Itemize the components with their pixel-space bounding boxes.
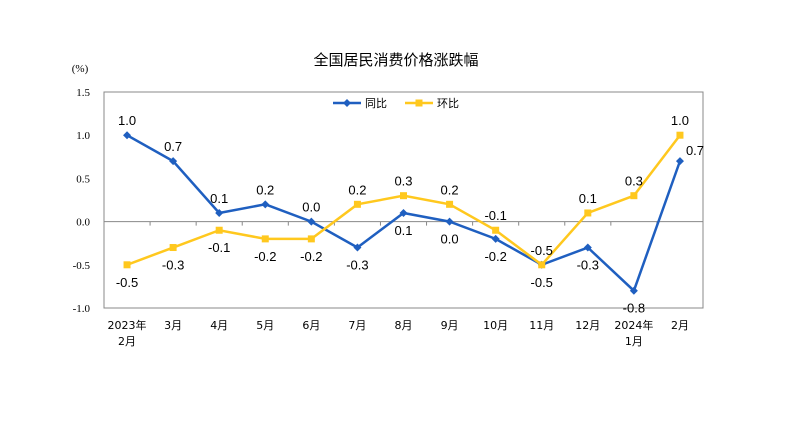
data-label: 0.1 xyxy=(394,223,412,238)
data-label: -0.2 xyxy=(254,249,276,264)
x-tick-label: 2月 xyxy=(671,319,689,332)
data-point xyxy=(583,243,592,252)
data-label: -0.8 xyxy=(623,301,645,316)
x-tick-label: 8月 xyxy=(395,319,413,332)
x-tick-label: 5月 xyxy=(256,319,274,332)
x-tick-label: 10月 xyxy=(483,319,508,332)
data-label: -0.3 xyxy=(346,258,368,273)
data-label: 0.2 xyxy=(256,182,274,197)
data-point xyxy=(492,226,500,234)
data-label: 0.7 xyxy=(164,139,182,154)
x-tick-label: 2024年 xyxy=(614,318,653,332)
x-tick-label: 2023年 xyxy=(108,318,147,332)
y-tick-label: 1.5 xyxy=(76,87,90,99)
data-label: -0.3 xyxy=(577,258,599,273)
y-tick-label: 0.5 xyxy=(76,173,90,185)
data-point xyxy=(630,192,638,200)
x-tick-label: 1月 xyxy=(625,335,643,348)
chart-title: 全国居民消费价格涨跌幅 xyxy=(313,51,478,69)
data-point xyxy=(445,217,454,226)
data-label: -0.5 xyxy=(531,243,553,258)
data-label: 1.0 xyxy=(118,113,136,128)
data-label: -0.3 xyxy=(162,258,184,273)
y-axis-unit: (%) xyxy=(72,63,89,75)
x-tick-label: 2月 xyxy=(118,335,136,348)
data-label: 1.0 xyxy=(671,113,689,128)
data-label: 0.1 xyxy=(579,191,597,206)
data-point xyxy=(491,234,500,243)
y-tick-label: 0.0 xyxy=(76,217,90,229)
data-point xyxy=(353,200,361,208)
data-label: 0.3 xyxy=(625,174,643,189)
data-label: 0.1 xyxy=(210,191,228,206)
legend-label: 环比 xyxy=(437,97,459,110)
data-point xyxy=(400,192,407,200)
y-tick-label: 1.0 xyxy=(76,130,90,142)
data-point xyxy=(676,131,684,139)
data-point xyxy=(399,208,408,217)
x-tick-label: 11月 xyxy=(529,319,554,332)
data-point xyxy=(215,226,223,234)
x-tick-label: 4月 xyxy=(210,319,228,332)
data-point xyxy=(353,243,362,252)
x-tick-label: 6月 xyxy=(302,319,320,332)
data-label: 0.3 xyxy=(394,174,412,189)
data-label: -0.5 xyxy=(116,275,138,290)
data-label: -0.1 xyxy=(484,208,506,223)
data-point xyxy=(215,208,224,217)
data-label: -0.1 xyxy=(208,240,230,255)
x-tick-label: 7月 xyxy=(348,319,366,332)
y-tick-label: -1.0 xyxy=(73,303,91,315)
data-label: -0.5 xyxy=(531,275,553,290)
x-tick-label: 12月 xyxy=(575,319,600,332)
data-point xyxy=(584,209,592,217)
data-point xyxy=(261,200,270,209)
data-point xyxy=(307,217,316,226)
data-point xyxy=(538,261,546,269)
data-point xyxy=(123,261,131,269)
data-point xyxy=(169,244,177,252)
y-tick-label: -0.5 xyxy=(73,260,91,272)
x-tick-label: 9月 xyxy=(441,319,459,332)
data-point xyxy=(446,200,454,208)
plot-frame xyxy=(103,91,704,309)
data-point xyxy=(675,157,684,166)
data-point xyxy=(307,235,315,243)
data-label: -0.2 xyxy=(484,249,506,264)
data-point xyxy=(123,131,132,140)
legend-label: 同比 xyxy=(365,97,387,110)
legend-marker xyxy=(343,99,351,107)
data-label: 0.0 xyxy=(441,232,459,247)
data-label: 0.7 xyxy=(686,143,704,158)
data-label: 0.0 xyxy=(302,200,320,215)
data-point xyxy=(261,235,269,243)
legend-marker xyxy=(415,99,423,107)
data-label: -0.2 xyxy=(300,249,322,264)
data-label: 0.2 xyxy=(348,182,366,197)
data-point xyxy=(169,157,178,166)
x-tick-label: 3月 xyxy=(164,319,182,332)
data-point xyxy=(629,286,638,295)
data-label: 0.2 xyxy=(441,182,459,197)
